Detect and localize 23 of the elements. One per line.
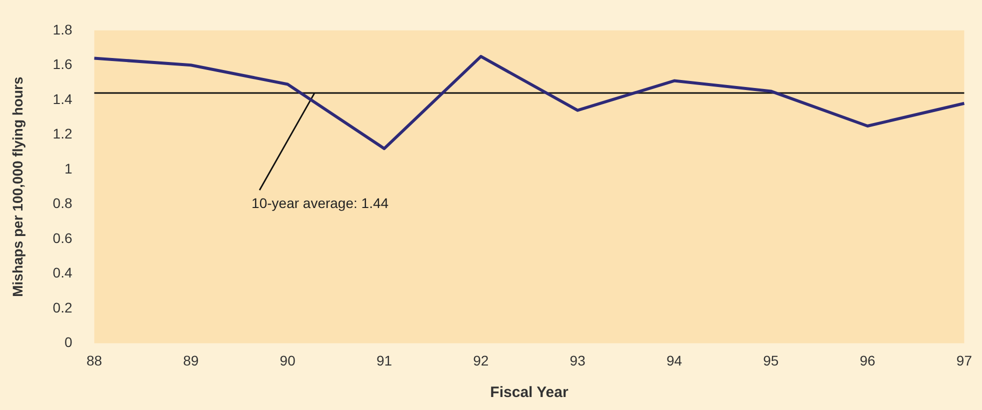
y-tick-label: 1 (64, 160, 72, 176)
x-tick-label: 89 (183, 352, 199, 368)
y-axis-title: Mishaps per 100,000 flying hours (9, 76, 26, 297)
x-tick-label: 96 (860, 352, 876, 368)
y-tick-label: 0.8 (52, 195, 72, 212)
x-tick-label: 95 (763, 352, 779, 368)
y-tick-label: 1.6 (52, 56, 72, 72)
x-tick-label: 91 (376, 352, 392, 368)
y-tick-label: 0.2 (52, 299, 72, 316)
x-tick-label: 90 (280, 352, 296, 368)
y-tick-label: 0.6 (52, 230, 72, 246)
x-tick-label: 93 (570, 352, 586, 368)
y-tick-label: 1.2 (52, 126, 72, 142)
x-tick-label: 92 (473, 352, 489, 368)
y-tick-label: 0 (64, 334, 72, 350)
y-tick-label: 0.4 (52, 264, 72, 281)
y-tick-label: 1.8 (52, 21, 72, 38)
y-tick-label: 1.4 (52, 90, 72, 107)
x-tick-label: 88 (86, 352, 102, 368)
ref-line-label: 10-year average: 1.44 (252, 195, 389, 212)
x-tick-label: 97 (956, 352, 972, 368)
x-axis-title: Fiscal Year (490, 384, 568, 402)
x-tick-label: 94 (666, 352, 682, 368)
